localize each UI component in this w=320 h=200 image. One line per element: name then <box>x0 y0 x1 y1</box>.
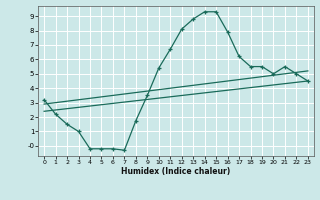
X-axis label: Humidex (Indice chaleur): Humidex (Indice chaleur) <box>121 167 231 176</box>
